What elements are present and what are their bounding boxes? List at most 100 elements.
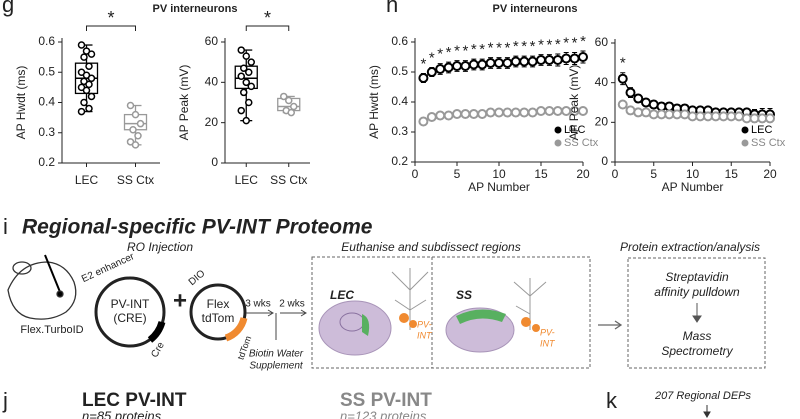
y-tick-label: 0.4 — [391, 94, 408, 108]
y-axis-label: AP Hwdt (ms) — [367, 65, 381, 139]
x-tick-label: 0 — [612, 167, 619, 181]
data-point — [519, 107, 530, 118]
data-point — [242, 52, 250, 60]
group-count: n=123 proteins — [340, 408, 427, 419]
significance-label: * — [580, 33, 586, 50]
data-point — [502, 107, 513, 118]
significance-label: * — [420, 55, 426, 72]
data-point — [452, 61, 462, 71]
biotin-label: Biotin Water — [249, 349, 304, 360]
significance-label: * — [563, 34, 569, 51]
significance-label: * — [496, 40, 502, 57]
data-point — [85, 104, 93, 113]
data-point — [460, 61, 471, 71]
plasmid-label: (CRE) — [113, 311, 146, 325]
data-point — [131, 141, 140, 149]
analysis-step: affinity pulldown — [654, 285, 740, 299]
data-point — [536, 55, 546, 65]
y-tick-label: 0.5 — [391, 64, 408, 78]
data-point — [237, 106, 245, 115]
y-tick-label: 0 — [211, 155, 218, 169]
data-point — [443, 110, 454, 121]
legend-marker — [741, 126, 749, 134]
y-tick-label: 0.6 — [391, 34, 408, 48]
data-point — [280, 92, 288, 101]
neuron — [391, 268, 547, 330]
data-point — [485, 58, 496, 68]
x-tick-label: 10 — [686, 167, 700, 181]
group-count: n=85 proteins — [82, 408, 162, 419]
y-tick-label: 0.2 — [391, 154, 408, 168]
timeline — [246, 309, 307, 340]
y-tick-label: 20 — [205, 115, 219, 129]
legend-marker — [554, 139, 562, 147]
data-point — [625, 87, 636, 98]
data-point — [679, 109, 690, 120]
data-point — [287, 108, 295, 117]
step-title: Protein extraction/analysis — [620, 240, 760, 254]
x-tick-label: SS Ctx — [117, 173, 154, 187]
legend-marker — [554, 126, 562, 134]
significance-label: * — [437, 46, 443, 63]
region-label: SS — [456, 288, 472, 302]
legend-label: SS Ctx — [564, 137, 599, 149]
significance-label: * — [620, 55, 626, 72]
significance-label: * — [521, 38, 527, 55]
time-label: 3 wks — [245, 299, 271, 310]
plasmid-2 — [189, 283, 248, 342]
brain-slice — [318, 300, 515, 356]
plasmid-label: PV-INT — [111, 297, 150, 311]
plasmid-label: tdTom — [202, 311, 235, 325]
y-tick-label: 40 — [205, 75, 219, 89]
y-tick-label: 20 — [595, 115, 609, 129]
group-title: SS PV-INT — [340, 390, 432, 411]
data-point — [245, 68, 253, 76]
analysis-step: Streptavidin — [665, 270, 729, 284]
analysis-step: Spectrometry — [661, 344, 733, 358]
plasmid-1 — [94, 276, 166, 348]
data-point — [734, 111, 744, 122]
analysis-box — [627, 257, 766, 369]
x-tick-label: 10 — [492, 167, 506, 181]
data-point — [87, 74, 96, 83]
x-tick-label: 5 — [454, 167, 461, 181]
panel-letter: j — [2, 388, 8, 413]
significance-label: * — [471, 41, 477, 58]
x-tick-label: SS Ctx — [270, 173, 307, 187]
data-point — [544, 55, 555, 65]
x-tick-label: 5 — [650, 167, 657, 181]
data-point — [468, 109, 479, 119]
y-axis-label: AP Hwdt (ms) — [14, 66, 28, 140]
legend-marker — [741, 139, 749, 147]
data-point — [237, 46, 245, 54]
data-point — [510, 56, 521, 67]
data-point — [578, 106, 588, 116]
data-point — [126, 101, 135, 110]
group-title: LEC PV-INT — [82, 390, 187, 411]
significance-label: * — [530, 38, 536, 55]
data-point — [290, 102, 298, 111]
cell-label: PV- — [540, 327, 555, 337]
data-point — [578, 52, 588, 62]
x-tick-label: 15 — [725, 167, 739, 181]
data-point — [477, 59, 488, 70]
y-tick-label: 0.3 — [391, 124, 408, 138]
panel-letter: i — [3, 214, 8, 239]
significance-label: * — [446, 44, 452, 61]
data-point — [426, 67, 437, 77]
x-tick-label: 20 — [763, 167, 777, 181]
data-point — [80, 98, 88, 107]
step-title: Euthanise and subdissect regions — [341, 240, 520, 254]
significance-label: * — [429, 49, 435, 66]
data-point — [245, 98, 253, 107]
data-point — [136, 119, 145, 128]
significance-label: * — [572, 34, 578, 51]
legend-label: LEC — [564, 124, 585, 136]
data-point — [242, 116, 250, 125]
data-point — [435, 110, 446, 121]
dio-label: DIO — [187, 268, 208, 288]
data-point — [240, 88, 248, 97]
significance-label: * — [264, 8, 271, 28]
panel-letter: h — [386, 0, 398, 17]
